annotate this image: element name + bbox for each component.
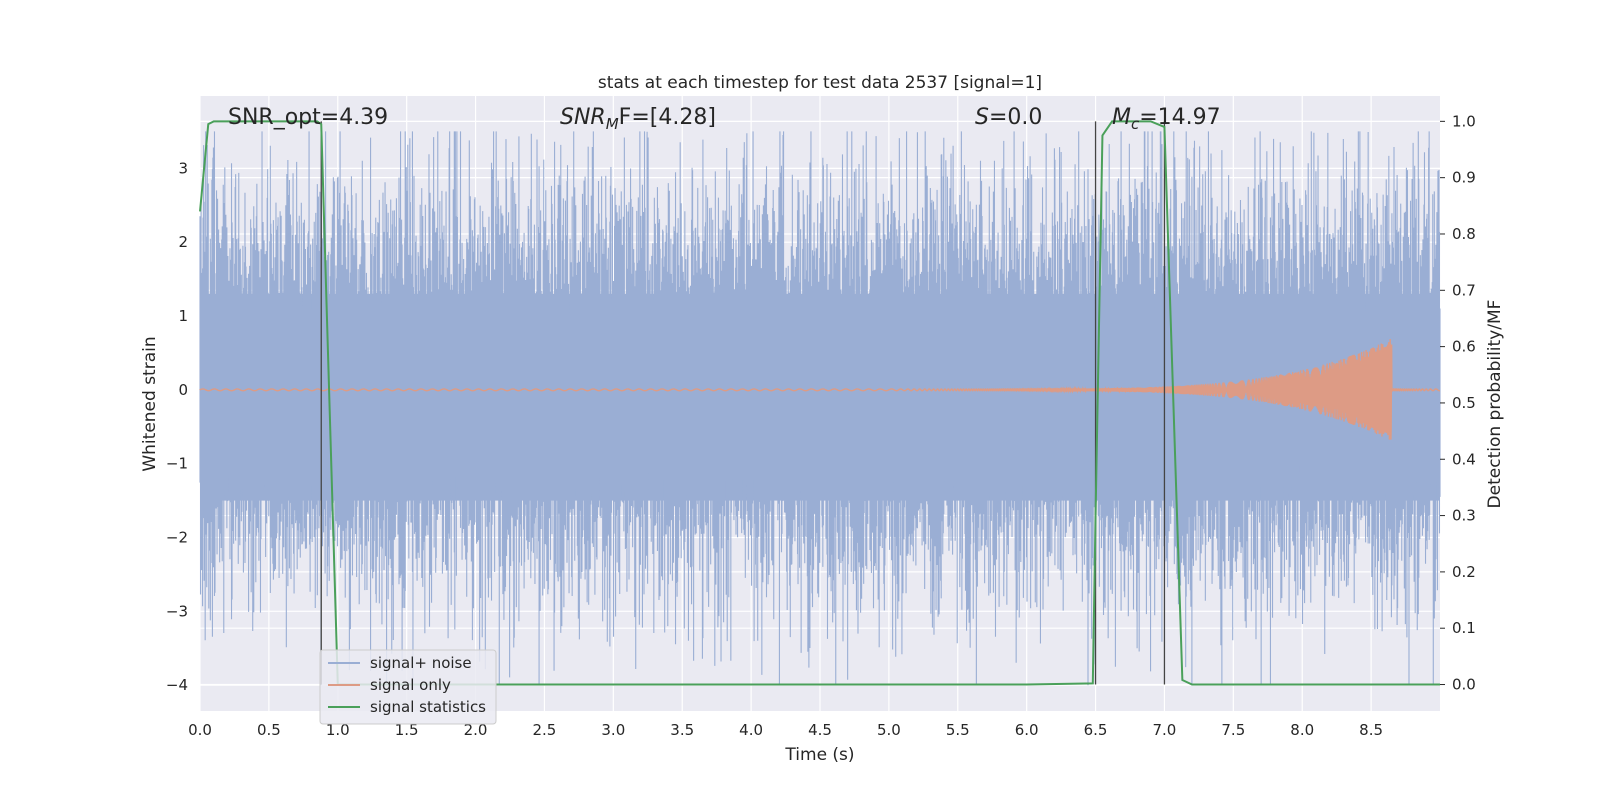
x-tick-label: 1.0 <box>326 721 350 739</box>
x-tick-label: 8.5 <box>1359 721 1383 739</box>
right-y-axis-label: Detection probability/MF <box>1485 300 1505 509</box>
x-tick-label: 5.5 <box>946 721 970 739</box>
x-tick-label: 4.5 <box>808 721 832 739</box>
left-y-tick-label: −2 <box>166 529 188 547</box>
annotation-mc: Mc=14.97 <box>1112 105 1221 133</box>
annotation-mc-rest: =14.97 <box>1139 105 1220 130</box>
left-y-axis-label: Whitened strain <box>140 336 160 471</box>
annotation-snr-mf-main: SNR <box>560 105 606 130</box>
x-tick-label: 1.5 <box>395 721 419 739</box>
left-y-tick-label: 1 <box>178 307 188 325</box>
annotation-mc-sub: c <box>1131 115 1140 133</box>
annotation-mc-main: M <box>1112 105 1131 130</box>
annotation-snr-mf-rest: F=[4.28] <box>619 105 716 130</box>
legend-label-signal-statistics: signal statistics <box>370 698 486 716</box>
right-y-tick-label: 0.5 <box>1452 394 1476 412</box>
signal-only-series <box>199 338 1441 440</box>
annotation-snr-mf: SNRMF=[4.28] <box>560 105 716 133</box>
x-tick-label: 7.0 <box>1153 721 1177 739</box>
right-y-tick-label: 0.9 <box>1452 169 1476 187</box>
left-y-tick-label: 0 <box>178 381 188 399</box>
x-tick-label: 3.0 <box>601 721 625 739</box>
right-y-tick-label: 0.3 <box>1452 507 1476 525</box>
left-y-tick-label: −1 <box>166 455 188 473</box>
right-y-tick-label: 1.0 <box>1452 112 1476 130</box>
chart-title: stats at each timestep for test data 253… <box>598 73 1042 93</box>
x-tick-label: 8.0 <box>1290 721 1314 739</box>
statistics-trace <box>199 120 1440 686</box>
annotation-s: S=0.0 <box>975 105 1042 130</box>
x-tick-label: 0.5 <box>257 721 281 739</box>
x-axis-label: Time (s) <box>784 745 854 765</box>
plot-area <box>199 96 1441 711</box>
right-y-tick-label: 0.7 <box>1452 281 1476 299</box>
x-tick-label: 0.0 <box>188 721 212 739</box>
left-y-tick-label: −3 <box>166 602 188 620</box>
legend: signal+ noise signal only signal statist… <box>319 649 497 725</box>
annotation-snr-mf-sub: M <box>606 115 619 133</box>
x-tick-label: 5.0 <box>877 721 901 739</box>
chirp-trace <box>199 338 1441 440</box>
right-y-tick-label: 0.0 <box>1452 676 1476 694</box>
left-y-tick-labels: 3 2 1 0 −1 −2 −3 −4 <box>166 159 188 694</box>
legend-label-signal-noise: signal+ noise <box>370 654 472 672</box>
annotation-s-rest: =0.0 <box>989 105 1042 130</box>
x-tick-labels: 0.0 0.5 1.0 1.5 2.0 2.5 3.0 3.5 4.0 4.5 5.0 5.5 6.0 6… <box>188 721 1383 739</box>
x-tick-label: 2.5 <box>533 721 557 739</box>
right-y-tick-label: 0.8 <box>1452 225 1476 243</box>
left-y-tick-label: −4 <box>166 676 188 694</box>
right-y-tick-label: 0.4 <box>1452 450 1476 468</box>
signal-plus-noise-series <box>199 131 1441 686</box>
left-y-tick-label: 2 <box>178 233 188 251</box>
annotation-snr-opt: SNR_opt=4.39 <box>228 105 388 130</box>
x-tick-label: 3.5 <box>670 721 694 739</box>
right-y-tick-label: 0.2 <box>1452 563 1476 581</box>
x-tick-label: 6.5 <box>1084 721 1108 739</box>
left-y-tick-label: 3 <box>178 159 188 177</box>
right-y-tick-label: 0.1 <box>1452 619 1476 637</box>
x-tick-label: 6.0 <box>1015 721 1039 739</box>
x-tick-label: 4.0 <box>739 721 763 739</box>
annotation-s-main: S <box>975 105 989 130</box>
right-y-tick-label: 0.6 <box>1452 338 1476 356</box>
vertical-markers <box>320 121 1166 685</box>
x-tick-label: 7.5 <box>1221 721 1245 739</box>
legend-box <box>319 649 497 725</box>
x-tick-label: 2.0 <box>464 721 488 739</box>
signal-statistics-series <box>199 120 1440 686</box>
legend-label-signal-only: signal only <box>370 676 451 694</box>
right-y-tick-labels: 1.0 0.9 0.8 0.7 0.6 0.5 0.4 0.3 0.2 0.1 0.0 <box>1440 112 1476 694</box>
